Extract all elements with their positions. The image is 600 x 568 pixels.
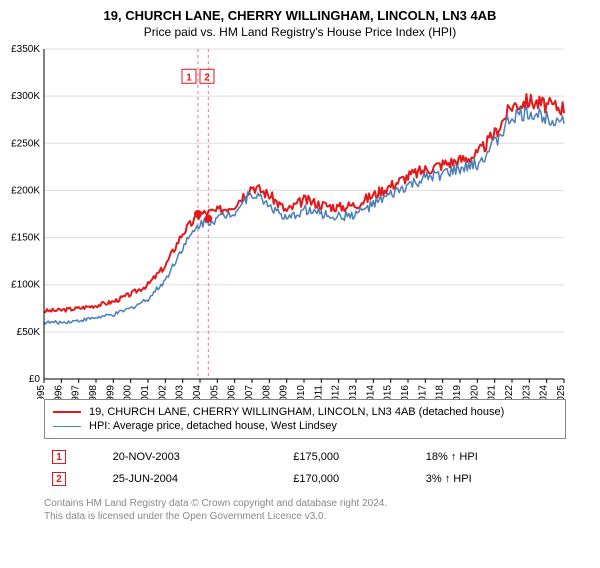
svg-text:2009: 2009	[279, 385, 290, 399]
license-text: Contains HM Land Registry data © Crown c…	[44, 497, 566, 523]
svg-text:2022: 2022	[504, 385, 515, 399]
svg-text:£300K: £300K	[11, 91, 40, 102]
svg-text:2001: 2001	[140, 385, 151, 399]
svg-text:2011: 2011	[313, 385, 324, 399]
svg-text:2013: 2013	[348, 385, 359, 399]
tx-date: 25-JUN-2004	[107, 469, 286, 489]
svg-text:2014: 2014	[365, 385, 376, 399]
svg-text:2: 2	[204, 72, 210, 83]
svg-text:1999: 1999	[105, 385, 116, 399]
legend-box: 19, CHURCH LANE, CHERRY WILLINGHAM, LINC…	[44, 399, 566, 439]
svg-text:£50K: £50K	[17, 327, 41, 338]
svg-text:£250K: £250K	[11, 138, 40, 149]
svg-text:1995: 1995	[36, 385, 47, 399]
svg-text:£150K: £150K	[11, 233, 40, 244]
svg-text:2021: 2021	[487, 385, 498, 399]
svg-text:1998: 1998	[88, 385, 99, 399]
price-chart: £0 £50K £100K £150K £200K £250K £300K £350K 1995…	[0, 45, 598, 399]
svg-text:2024: 2024	[539, 385, 550, 399]
svg-text:2002: 2002	[157, 385, 168, 399]
svg-text:1: 1	[186, 72, 192, 83]
tx-delta: 3% ↑ HPI	[420, 469, 564, 489]
svg-text:2010: 2010	[296, 385, 307, 399]
svg-text:1997: 1997	[71, 385, 82, 399]
footer-area: 19, CHURCH LANE, CHERRY WILLINGHAM, LINC…	[0, 399, 600, 523]
svg-text:2005: 2005	[209, 385, 220, 399]
legend-swatch	[53, 426, 81, 427]
legend-swatch	[53, 411, 81, 413]
legend-row: 19, CHURCH LANE, CHERRY WILLINGHAM, LINC…	[53, 406, 557, 418]
svg-text:2018: 2018	[435, 385, 446, 399]
legend-label: 19, CHURCH LANE, CHERRY WILLINGHAM, LINC…	[89, 406, 504, 418]
svg-text:2020: 2020	[469, 385, 480, 399]
svg-text:£0: £0	[29, 374, 41, 385]
transaction-row: 1 20-NOV-2003£175,00018% ↑ HPI	[46, 447, 564, 467]
svg-text:2000: 2000	[123, 385, 134, 399]
svg-text:1996: 1996	[53, 385, 64, 399]
svg-text:2017: 2017	[417, 385, 428, 399]
tx-price: £170,000	[287, 469, 418, 489]
svg-text:2008: 2008	[261, 385, 272, 399]
transaction-table: 1 20-NOV-2003£175,00018% ↑ HPI 2 25-JUN-200…	[44, 445, 566, 491]
svg-text:2003: 2003	[175, 385, 186, 399]
svg-text:2004: 2004	[192, 385, 203, 399]
svg-text:2015: 2015	[383, 385, 394, 399]
transaction-row: 2 25-JUN-2004£170,0003% ↑ HPI	[46, 469, 564, 489]
svg-text:2025: 2025	[556, 385, 567, 399]
svg-text:£100K: £100K	[11, 280, 40, 291]
tx-price: £175,000	[287, 447, 418, 467]
svg-text:£200K: £200K	[11, 185, 40, 196]
license-line2: This data is licensed under the Open Gov…	[44, 511, 326, 522]
svg-text:2016: 2016	[400, 385, 411, 399]
svg-text:2006: 2006	[227, 385, 238, 399]
tx-delta: 18% ↑ HPI	[420, 447, 564, 467]
svg-text:2012: 2012	[331, 385, 342, 399]
chart-title: 19, CHURCH LANE, CHERRY WILLINGHAM, LINC…	[0, 8, 600, 23]
legend-label: HPI: Average price, detached house, West…	[89, 420, 337, 432]
svg-text:2023: 2023	[521, 385, 532, 399]
svg-text:2019: 2019	[452, 385, 463, 399]
chart-subtitle: Price paid vs. HM Land Registry's House …	[0, 25, 600, 39]
tx-date: 20-NOV-2003	[107, 447, 286, 467]
svg-text:2007: 2007	[244, 385, 255, 399]
license-line1: Contains HM Land Registry data © Crown c…	[44, 498, 387, 509]
marker-number-box: 1	[52, 450, 66, 464]
legend-row: HPI: Average price, detached house, West…	[53, 420, 557, 432]
svg-text:£350K: £350K	[11, 45, 40, 55]
marker-number-box: 2	[52, 472, 66, 486]
